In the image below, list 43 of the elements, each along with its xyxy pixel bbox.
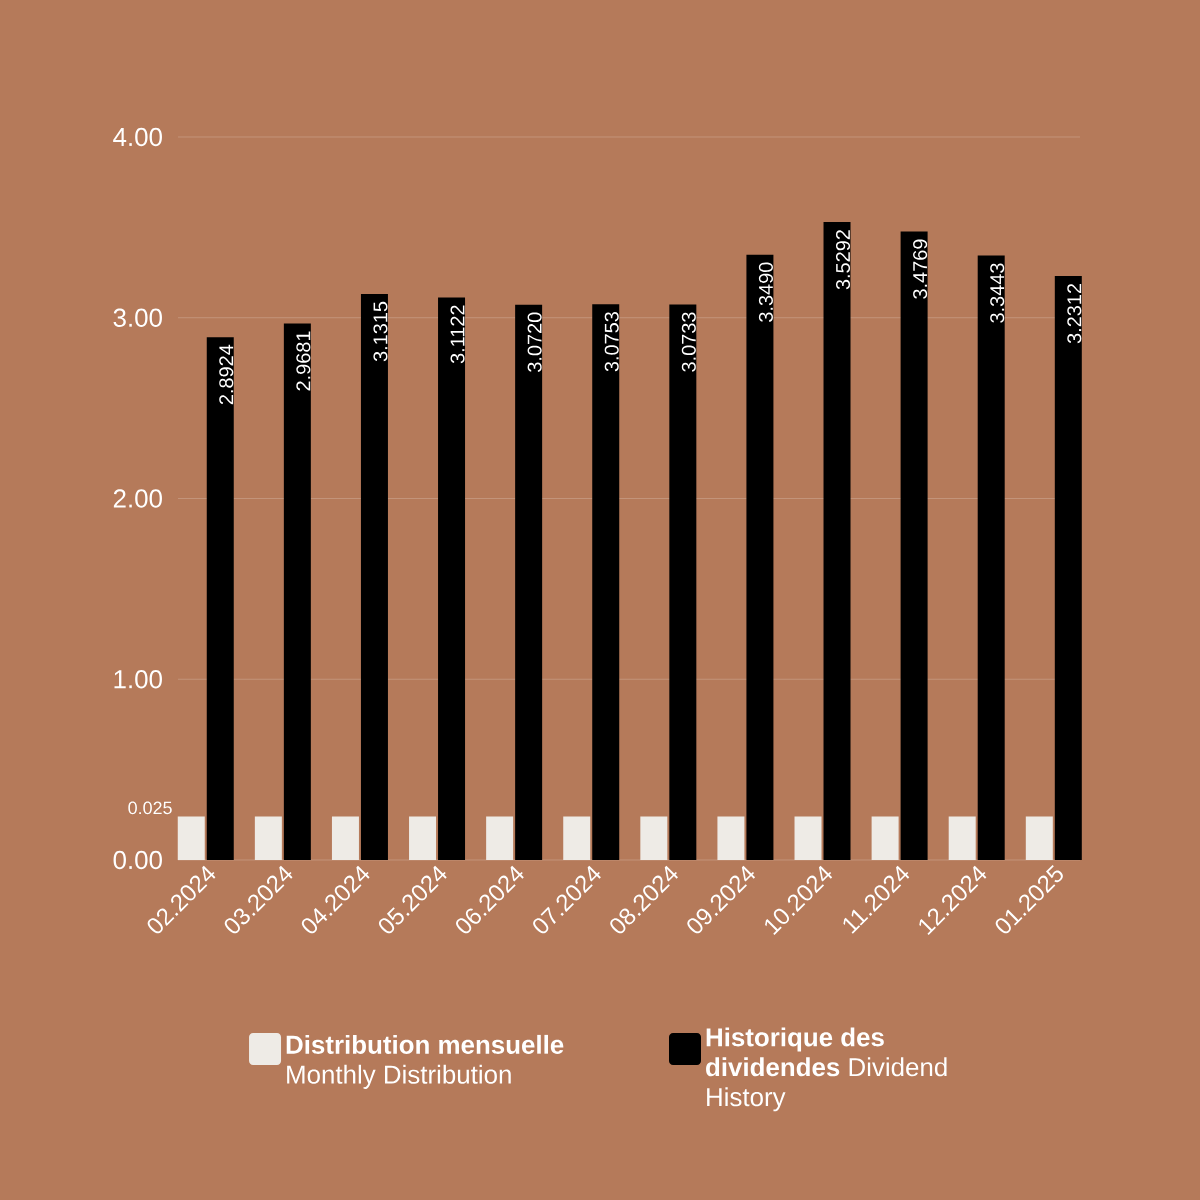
text: Historique des dividendes Dividend History	[706, 1027, 947, 1112]
bar	[206, 337, 234, 860]
bar	[486, 816, 514, 860]
data-label: 3.2312	[1067, 283, 1082, 344]
legend-label: Distribution mensuelle Monthly Distribution	[286, 1034, 564, 1089]
bar	[1025, 816, 1053, 860]
bar	[438, 297, 466, 860]
data-label: 3.5292	[835, 230, 851, 290]
bar	[948, 816, 976, 860]
bar	[1054, 275, 1082, 860]
data-label: 3.0720	[527, 312, 542, 372]
data-label: 3.3443	[990, 263, 1005, 323]
bar	[515, 304, 543, 860]
data-label: 3.0753	[604, 312, 619, 372]
y-tick-label: 4.00	[113, 127, 162, 147]
data-label: 3.4769	[913, 239, 928, 299]
bar	[177, 816, 205, 860]
data-label: 2.9681	[296, 331, 311, 391]
data-label: 2.8924	[219, 344, 234, 405]
text: 0.025	[128, 801, 172, 815]
bar	[746, 254, 774, 860]
bar	[977, 255, 1005, 860]
bar	[254, 816, 282, 860]
bar	[640, 816, 668, 860]
y-tick-label: 1.00	[114, 670, 162, 689]
bar	[900, 231, 928, 860]
bar	[794, 816, 822, 860]
bar	[563, 816, 591, 860]
bar	[669, 304, 697, 860]
data-label: 3.1122	[450, 305, 465, 364]
bar	[592, 304, 620, 860]
y-tick-label: 3.00	[113, 308, 162, 327]
bar	[717, 816, 745, 860]
y-tick-label: 2.00	[113, 489, 162, 508]
data-label: 3.3490	[758, 262, 773, 322]
bar	[360, 293, 388, 860]
bar	[331, 816, 359, 860]
bar	[283, 323, 311, 860]
data-label: 3.1315	[373, 301, 388, 362]
bar	[409, 816, 437, 860]
bar	[871, 816, 899, 860]
bar	[823, 222, 851, 860]
data-label: 3.0733	[681, 312, 696, 372]
